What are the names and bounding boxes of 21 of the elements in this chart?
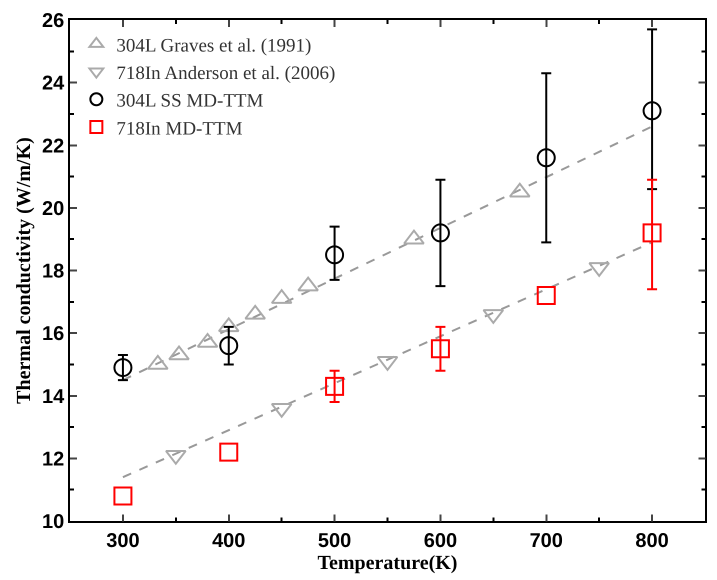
x-tick-label: 500 (318, 530, 352, 552)
legend-label: 718In MD-TTM (116, 118, 243, 140)
y-tick-label: 20 (42, 198, 64, 220)
y-tick-label: 26 (42, 10, 64, 32)
legend-label: 304L Graves et al. (1991) (116, 35, 312, 56)
x-axis-title: Temperature(K) (318, 552, 458, 574)
legend-label: 304L SS MD-TTM (116, 90, 264, 112)
x-tick-label: 300 (106, 530, 140, 552)
y-tick-label: 14 (42, 386, 66, 408)
y-tick-label: 18 (42, 260, 64, 282)
y-tick-label: 10 (42, 511, 64, 533)
y-tick-label: 16 (42, 323, 64, 346)
y-tick-label: 22 (42, 135, 64, 158)
x-tick-label: 700 (530, 530, 563, 552)
y-axis-title: Thermal conductivity (W/m/K) (13, 137, 35, 404)
y-tick-label: 12 (42, 448, 64, 470)
x-tick-label: 800 (635, 530, 669, 552)
y-tick-label: 24 (42, 72, 66, 95)
x-tick-label: 600 (424, 530, 458, 552)
x-tick-label: 400 (212, 530, 246, 552)
legend-label: 718In Anderson et al. (2006) (116, 62, 336, 84)
